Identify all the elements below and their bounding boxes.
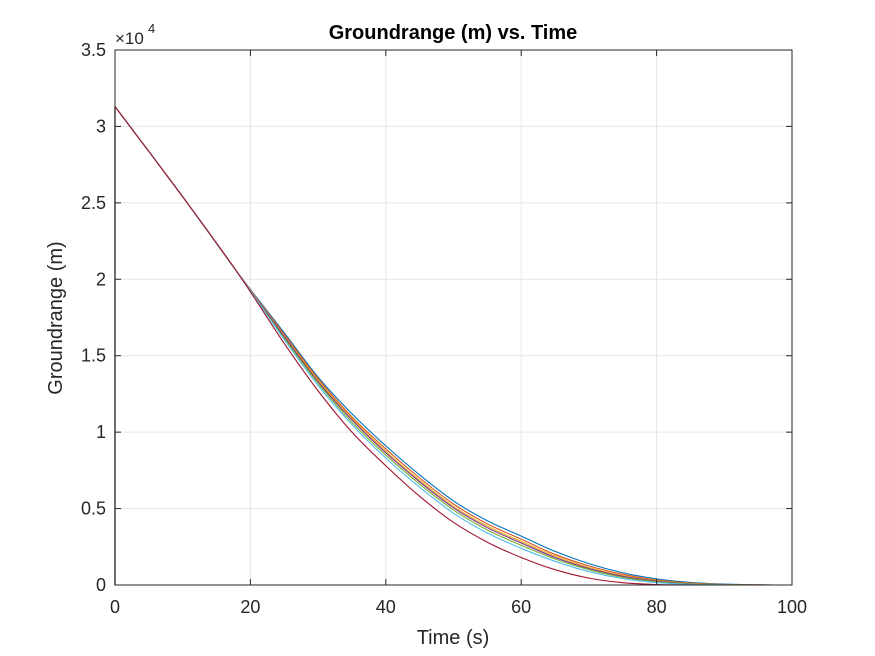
chart-title: Groundrange (m) vs. Time — [329, 22, 578, 44]
x-tick-label: 60 — [511, 597, 531, 617]
series-line-7 — [114, 106, 711, 586]
y-tick-label: 0 — [96, 575, 106, 595]
tick-labels: 0 20 40 60 80 100 0 0.5 1 1.5 2 2.5 3 3.5 — [81, 40, 807, 617]
x-tick-label: 0 — [110, 597, 120, 617]
y-tick-label: 2.5 — [81, 193, 106, 213]
axis-exponent-base: ×10 — [115, 29, 144, 48]
y-tick-label: 1 — [96, 422, 106, 442]
grid — [115, 50, 792, 585]
x-tick-label: 40 — [376, 597, 396, 617]
y-tick-label: 2 — [96, 269, 106, 289]
plot-area — [115, 50, 792, 585]
y-tick-label: 3 — [96, 116, 106, 136]
y-tick-label: 0.5 — [81, 499, 106, 519]
y-axis-label: Groundrange (m) — [45, 241, 67, 394]
y-tick-label: 3.5 — [81, 40, 106, 60]
axis-exponent-power: 4 — [148, 21, 155, 36]
ticks — [114, 49, 793, 586]
x-tick-label: 20 — [240, 597, 260, 617]
x-tick-label: 100 — [777, 597, 807, 617]
y-tick-label: 1.5 — [81, 346, 106, 366]
x-tick-label: 80 — [647, 597, 667, 617]
plot-frame — [114, 49, 793, 586]
x-axis-label: Time (s) — [417, 627, 490, 649]
